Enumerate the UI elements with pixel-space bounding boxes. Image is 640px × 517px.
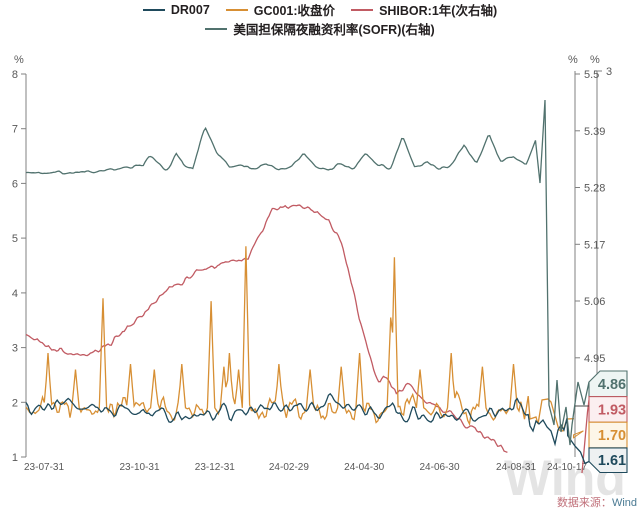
svg-text:1.93: 1.93 [598,402,626,418]
svg-text:1.70: 1.70 [598,428,626,444]
svg-text:%: % [590,54,600,66]
svg-text:24-02-29: 24-02-29 [269,462,309,473]
svg-text:5.17: 5.17 [584,239,605,251]
svg-text:%: % [568,54,578,66]
svg-text:5.06: 5.06 [584,296,605,308]
svg-text:2: 2 [12,397,18,409]
svg-text:24-06-30: 24-06-30 [419,462,459,473]
svg-text:5.39: 5.39 [584,126,605,138]
svg-text:4.95: 4.95 [584,353,605,365]
svg-text:3: 3 [606,66,612,78]
svg-text:23-07-31: 23-07-31 [24,462,64,473]
svg-text:23-12-31: 23-12-31 [195,462,235,473]
svg-text:24-04-30: 24-04-30 [344,462,384,473]
svg-text:1.61: 1.61 [598,453,626,469]
svg-text:5: 5 [12,233,18,245]
svg-text:4: 4 [12,288,18,300]
svg-text:5.28: 5.28 [584,183,605,195]
svg-text:3: 3 [12,343,18,355]
svg-text:1: 1 [12,452,18,464]
svg-text:6: 6 [12,178,18,190]
svg-text:7: 7 [12,124,18,136]
svg-text:23-10-31: 23-10-31 [119,462,159,473]
svg-text:8: 8 [12,69,18,81]
svg-text:24-10-17: 24-10-17 [547,462,587,473]
svg-text:%: % [14,54,24,66]
svg-text:24-08-31: 24-08-31 [496,462,536,473]
svg-text:4.86: 4.86 [598,377,626,393]
svg-text:数据来源：Wind: 数据来源：Wind [557,495,637,509]
